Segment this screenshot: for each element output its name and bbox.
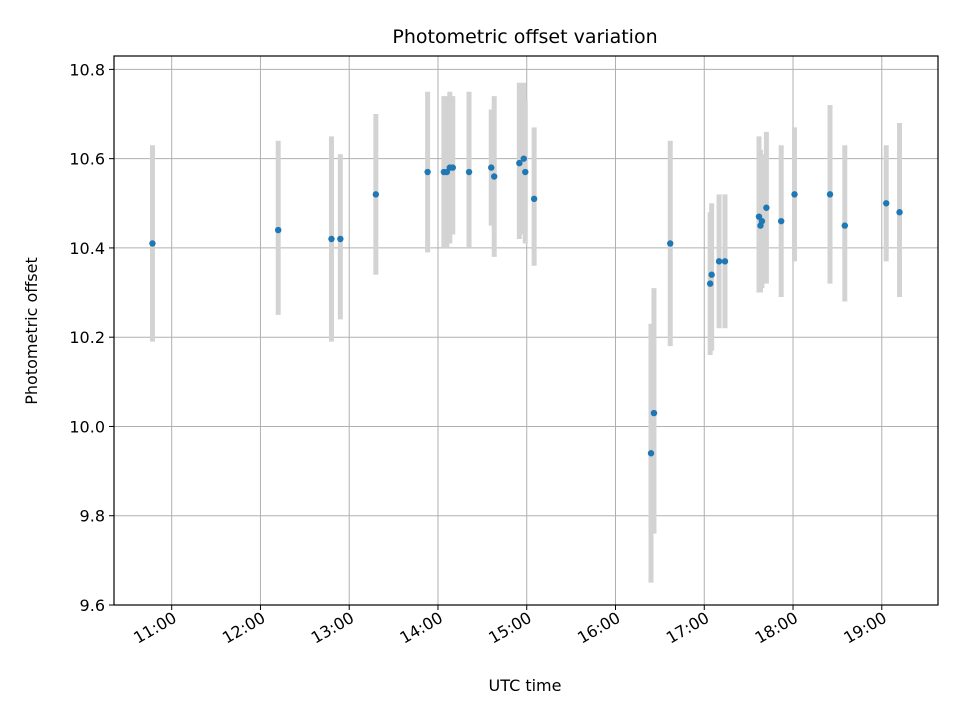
data-point	[337, 235, 344, 243]
data-point	[758, 217, 766, 225]
y-tick-label: 10.0	[69, 417, 105, 436]
data-points	[149, 155, 903, 457]
data-point	[763, 204, 770, 211]
data-point	[777, 217, 785, 225]
data-point	[424, 168, 431, 176]
data-point	[667, 240, 674, 247]
x-axis-label: UTC time	[489, 676, 562, 695]
data-point	[328, 235, 335, 243]
y-tick-label: 10.4	[69, 239, 105, 258]
data-point	[488, 164, 495, 171]
plot-area-frame	[113, 55, 939, 606]
y-tick-label: 9.8	[80, 507, 105, 526]
data-point	[647, 450, 655, 457]
data-point	[516, 159, 523, 167]
data-point	[372, 191, 380, 198]
y-tick-label: 10.6	[69, 150, 105, 169]
data-point	[465, 168, 473, 176]
grid	[114, 56, 938, 606]
data-point	[791, 191, 798, 198]
data-point	[530, 195, 538, 203]
chart-title: Photometric offset variation	[392, 26, 657, 48]
data-point	[149, 240, 156, 247]
data-point	[522, 168, 529, 176]
data-point	[841, 222, 849, 229]
data-point	[520, 155, 527, 162]
data-point	[650, 409, 658, 417]
y-tick-label: 10.2	[69, 328, 105, 347]
y-axis-label: Photometric offset	[22, 257, 41, 405]
data-point	[449, 164, 456, 171]
data-point	[706, 280, 714, 287]
data-point	[715, 258, 723, 265]
data-point	[826, 191, 834, 198]
y-tick-label: 10.8	[69, 60, 105, 79]
data-point	[275, 226, 282, 234]
y-tick-label: 9.6	[80, 596, 105, 615]
data-point	[896, 209, 903, 216]
data-point	[883, 200, 890, 207]
data-point	[708, 271, 715, 278]
data-point	[490, 173, 498, 180]
data-point	[721, 258, 729, 265]
